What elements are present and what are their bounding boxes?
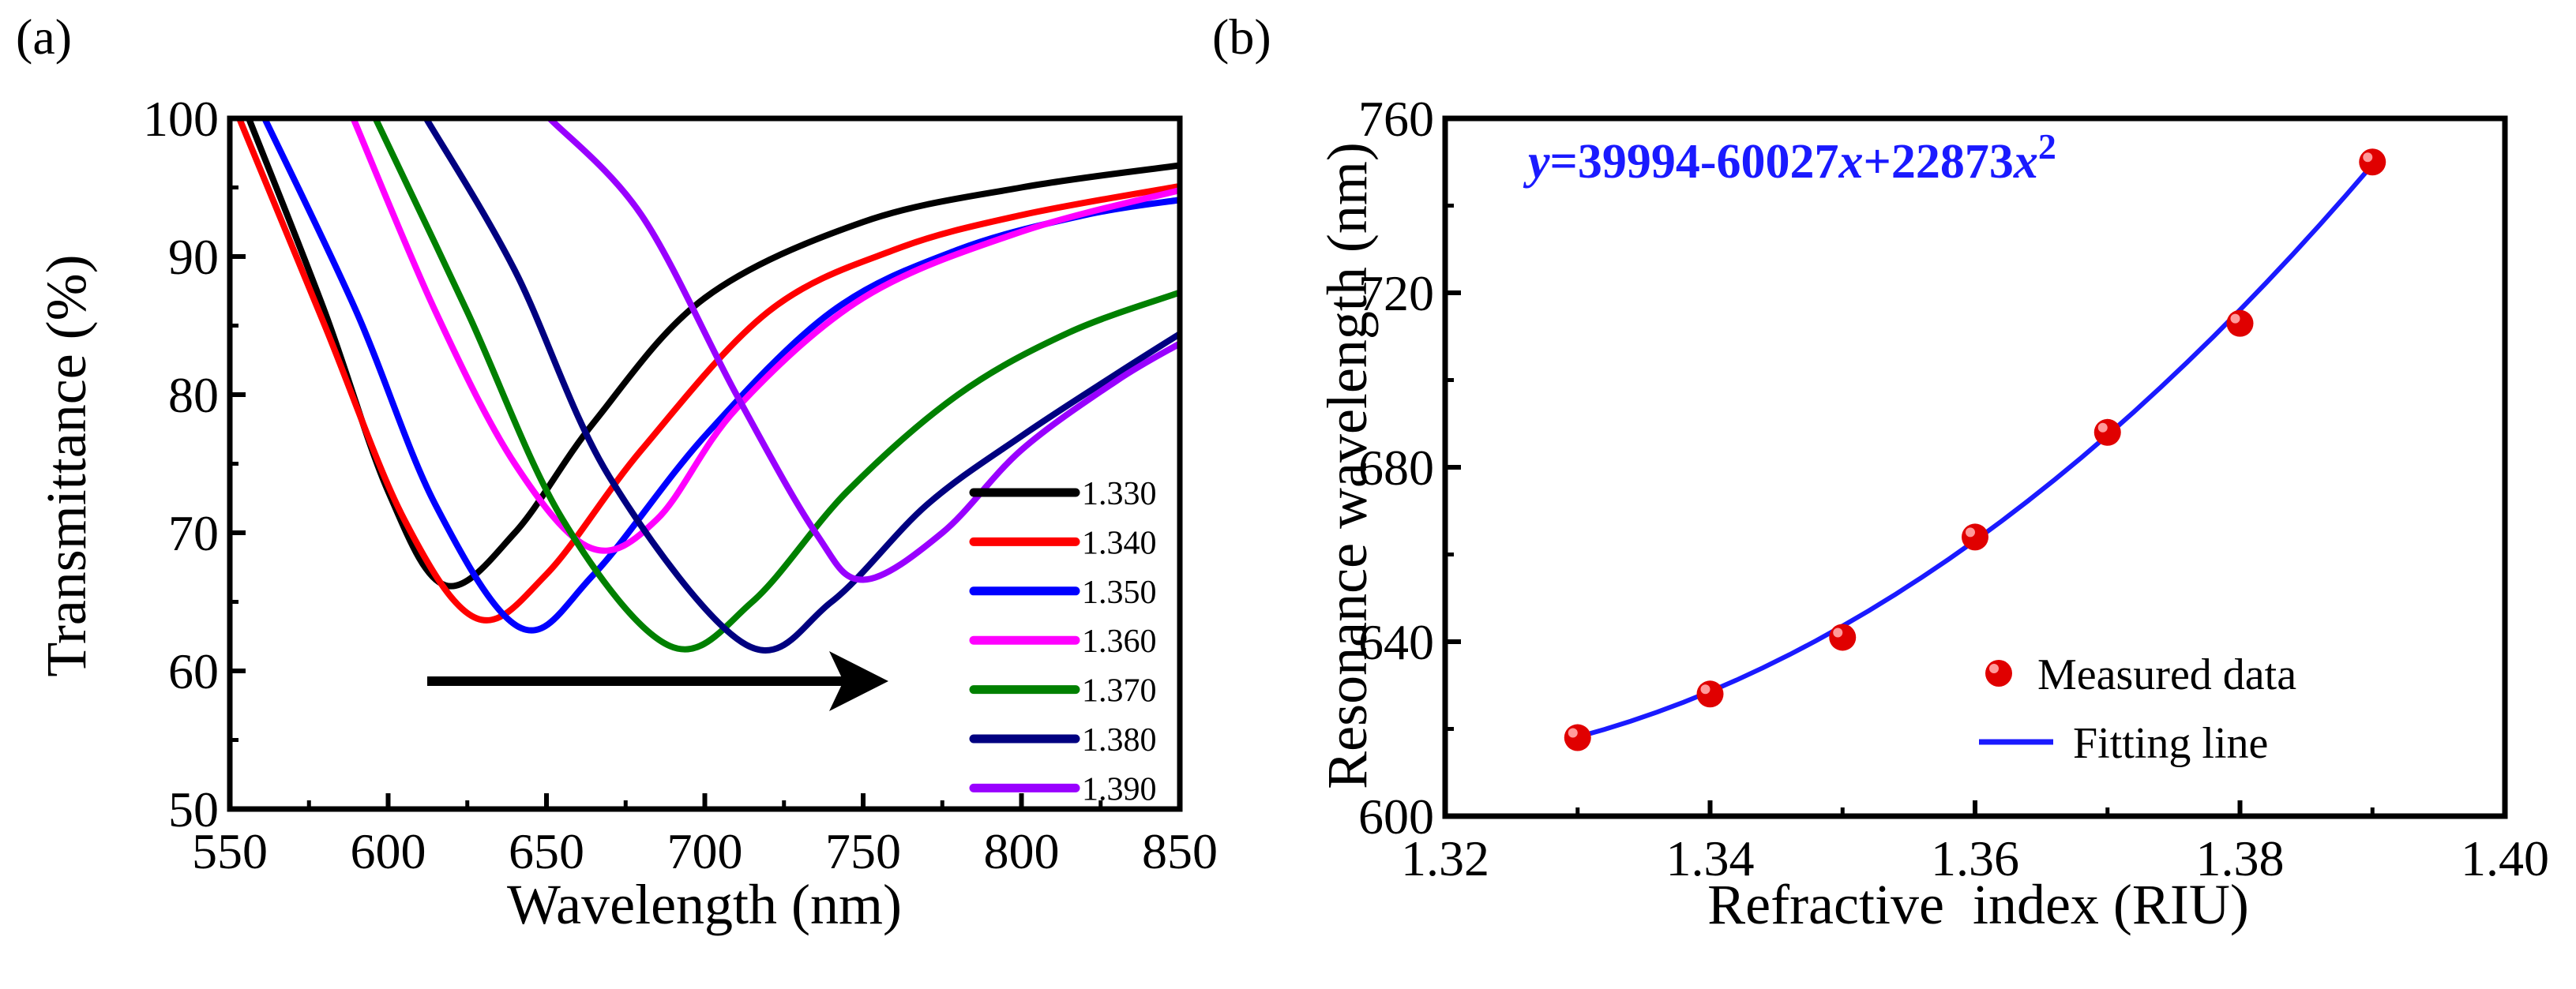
- spectrum-curve-1-360: [350, 117, 1181, 554]
- measured-point-marker: [2226, 309, 2254, 337]
- measured-point-marker: [1564, 724, 1591, 751]
- x-tick-label: 700: [667, 823, 743, 879]
- panel-b-marks: [1564, 148, 2386, 751]
- measured-point: [2359, 148, 2386, 176]
- eq-part1: =39994-60027: [1550, 135, 1839, 189]
- measured-point-highlight: [2097, 422, 2108, 433]
- measured-point-highlight: [1966, 527, 1975, 538]
- panel-a-y-label: Transmittance (%): [35, 254, 98, 676]
- legend-label: 1.390: [1082, 771, 1157, 807]
- y-tick-label: 680: [1358, 440, 1434, 496]
- y-tick-label: 80: [168, 367, 219, 423]
- spectrum-curve-1-340: [236, 117, 1181, 624]
- y-tick-label: 60: [168, 643, 219, 699]
- measured-point-highlight: [1700, 684, 1710, 695]
- panel-a: (a) Transmittance (%) Wavelength (nm) 55…: [16, 9, 1218, 936]
- legend-label-fit: Fitting line: [2073, 719, 2268, 768]
- y-tick-label: 50: [168, 781, 219, 837]
- panel-a-legend: 1.330 1.340 1.350 1.360 1.370 1.380 1.390: [969, 476, 1157, 807]
- legend-label: 1.340: [1082, 525, 1157, 561]
- x-tick-label: 550: [192, 823, 268, 879]
- legend-label-measured: Measured data: [2037, 650, 2296, 699]
- measured-point-highlight: [1833, 627, 1843, 638]
- eq-part2: +22873: [1864, 135, 2014, 189]
- legend-label: 1.370: [1082, 673, 1157, 710]
- legend-label: 1.380: [1082, 722, 1157, 759]
- measured-point-marker: [1962, 523, 1988, 551]
- plot-frame: [1442, 115, 2508, 819]
- measured-point-highlight: [2363, 152, 2373, 163]
- eq-x2: x: [2013, 135, 2038, 189]
- measured-point-highlight: [2230, 313, 2240, 324]
- y-tick-label: 70: [168, 505, 219, 561]
- panel-b-x-label: Refractive index (RIU): [1707, 873, 2249, 936]
- x-tick-label: 800: [984, 823, 1060, 879]
- eq-y: y: [1523, 135, 1550, 189]
- legend-label: 1.330: [1082, 476, 1157, 512]
- spectrum-curve-1-350: [261, 117, 1181, 634]
- fit-equation: y=39994-60027x+22873x2: [1523, 126, 2056, 189]
- measured-point: [1564, 724, 1591, 751]
- y-tick-label: 760: [1358, 91, 1434, 147]
- y-tick-label: 100: [143, 91, 219, 147]
- spectrum-curve-1-390: [547, 116, 1182, 583]
- measured-point-marker: [2093, 418, 2121, 446]
- x-tick-label: 1.32: [1401, 830, 1489, 886]
- panel-b-axes: 1.32 1.34 1.36 1.38 1.40 600 640 680 720 760: [1358, 91, 2549, 886]
- measured-point-highlight: [1568, 728, 1578, 738]
- spectrum-curve-1-380: [423, 116, 1182, 654]
- y-tick-label: 720: [1358, 265, 1434, 321]
- panel-b-legend: Measured data Fitting line: [1979, 650, 2296, 768]
- measured-point-marker: [2359, 148, 2386, 176]
- eq-x1: x: [1838, 135, 1864, 189]
- panel-a-x-label: Wavelength (nm): [507, 873, 902, 936]
- x-tick-label: 600: [351, 823, 426, 879]
- panel-b: (b) Resonance wavelength (nm) Refractive…: [1212, 9, 2549, 936]
- legend-marker-measured: [1985, 660, 2012, 687]
- legend-label: 1.360: [1082, 624, 1157, 660]
- x-tick-label: 1.34: [1666, 830, 1755, 886]
- measured-point: [1962, 523, 1988, 551]
- measured-point: [1696, 680, 1724, 708]
- panel-b-label: (b): [1212, 9, 1271, 65]
- y-tick-label: 640: [1358, 614, 1434, 670]
- panel-a-axes: 550 600 650 700 750 800 850 50 60 70 80 90 100: [143, 91, 1218, 879]
- panel-a-label: (a): [16, 9, 72, 65]
- panel-a-curves: [236, 116, 1182, 654]
- legend-label: 1.350: [1082, 575, 1157, 611]
- plot-frame: [227, 115, 1183, 812]
- x-tick-label: 1.38: [2196, 830, 2285, 886]
- x-tick-label: 1.36: [1931, 830, 2019, 886]
- y-tick-label: 600: [1358, 789, 1434, 845]
- measured-point: [2093, 418, 2121, 446]
- y-tick-label: 90: [168, 229, 219, 285]
- x-tick-label: 750: [825, 823, 901, 879]
- eq-exp: 2: [2038, 126, 2056, 167]
- x-tick-label: 850: [1142, 823, 1218, 879]
- panel-b-y-label: Resonance wavelength (nm): [1316, 142, 1379, 789]
- measured-point: [1829, 624, 1857, 651]
- measured-point: [2226, 309, 2254, 337]
- measured-point-marker: [1696, 680, 1724, 708]
- spectrum-curve-1-370: [372, 117, 1181, 653]
- x-tick-label: 650: [509, 823, 584, 879]
- measured-point-marker: [1829, 624, 1857, 651]
- shift-arrow: [427, 651, 888, 711]
- x-tick-label: 1.40: [2461, 830, 2549, 886]
